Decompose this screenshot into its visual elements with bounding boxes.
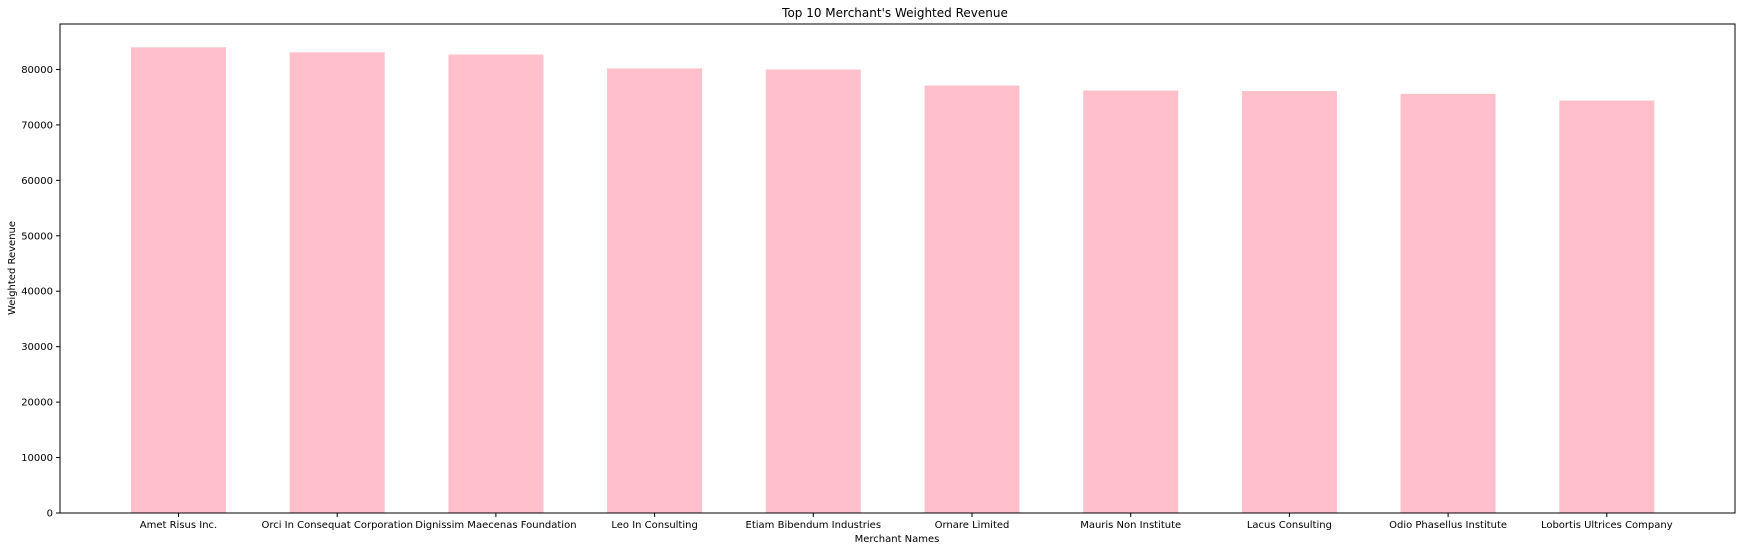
bar-6	[924, 85, 1020, 513]
bar-5	[765, 69, 861, 513]
x-tick-label: Dignissim Maecenas Foundation	[415, 520, 576, 531]
x-tick-label: Lobortis Ultrices Company	[1541, 520, 1673, 531]
y-axis-label: Weighted Revenue	[7, 221, 18, 315]
x-tick-label: Mauris Non Institute	[1080, 520, 1181, 531]
chart-title: Top 10 Merchant's Weighted Revenue	[781, 6, 1008, 20]
y-axis: 0 10000 20000 30000 40000 50000 60000 70000 8000…	[21, 65, 60, 520]
bar-4	[607, 68, 703, 514]
x-axis: Amet Risus Inc. Orci In Consequat Corpora…	[140, 513, 1673, 531]
y-tick-label: 50000	[21, 231, 53, 242]
x-axis-label: Merchant Names	[855, 534, 940, 545]
bar-10	[1559, 100, 1655, 513]
bar-1	[131, 47, 226, 514]
y-tick-label: 60000	[21, 176, 53, 187]
y-tick-label: 70000	[21, 120, 53, 131]
x-tick-label: Lacus Consulting	[1247, 520, 1332, 531]
bar-8	[1241, 91, 1337, 513]
y-tick-label: 10000	[21, 453, 53, 464]
x-tick-label: Amet Risus Inc.	[140, 520, 217, 531]
y-tick-label: 0	[47, 509, 53, 520]
x-tick-label: Leo In Consulting	[611, 520, 697, 531]
bars-group	[131, 47, 1655, 514]
x-tick-label: Odio Phasellus Institute	[1389, 520, 1507, 531]
bar-3	[448, 54, 544, 513]
plot-frame	[59, 23, 1736, 514]
bar-9	[1400, 93, 1496, 514]
y-tick-label: 30000	[21, 342, 53, 353]
bar-7	[1083, 90, 1179, 513]
y-tick-label: 80000	[21, 65, 53, 76]
x-tick-label: Ornare Limited	[935, 520, 1010, 531]
x-tick-label: Orci In Consequat Corporation	[261, 520, 412, 531]
y-tick-label: 20000	[21, 398, 53, 409]
x-tick-label: Etiam Bibendum Industries	[746, 520, 882, 531]
y-tick-label: 40000	[21, 287, 53, 298]
bar-2	[289, 52, 385, 514]
